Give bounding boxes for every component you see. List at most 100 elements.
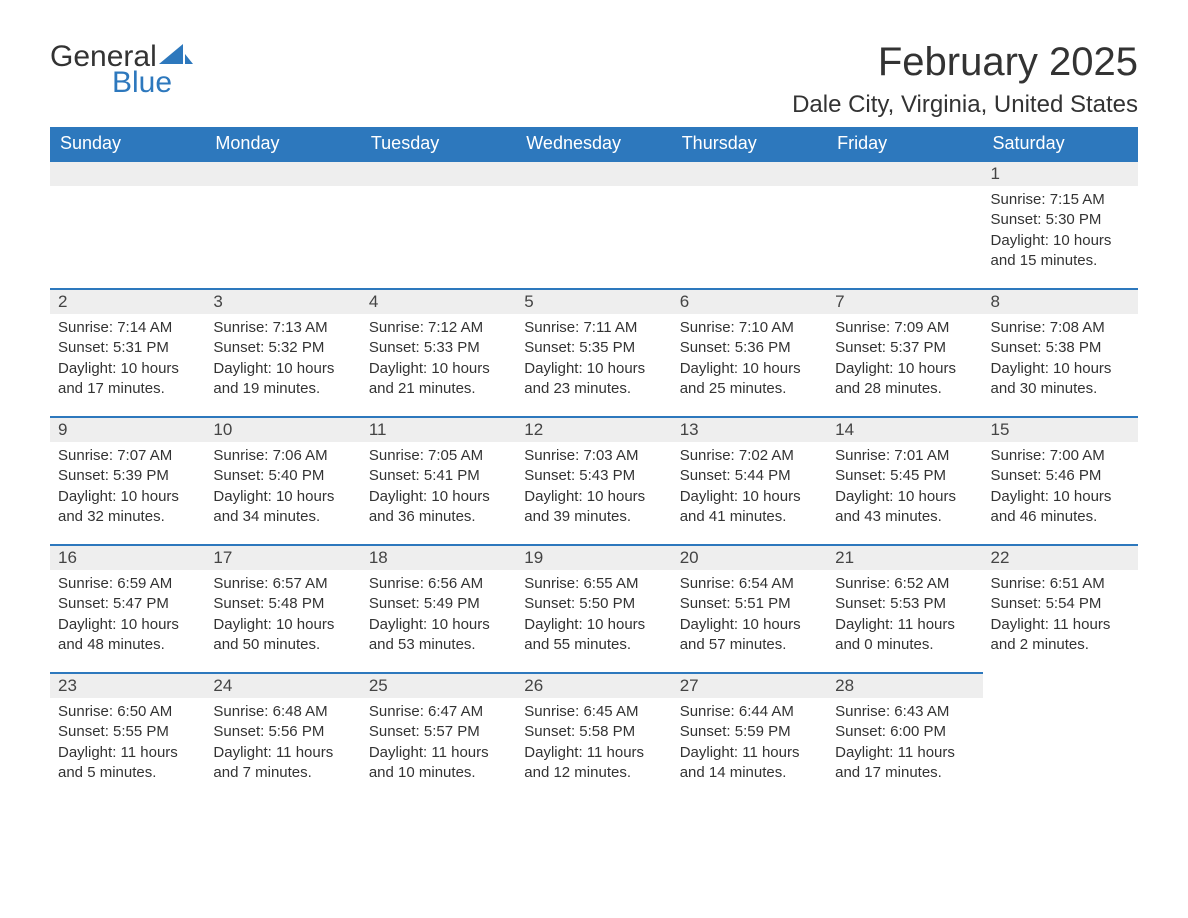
day-cell: 16Sunrise: 6:59 AMSunset: 5:47 PMDayligh… — [50, 544, 205, 672]
sunrise-text: Sunrise: 7:15 AM — [991, 190, 1130, 210]
sunrise-text: Sunrise: 6:48 AM — [213, 702, 352, 722]
day-detail: Sunrise: 7:01 AMSunset: 5:45 PMDaylight:… — [827, 442, 982, 531]
daylight-text: Daylight: 11 hours and 7 minutes. — [213, 743, 352, 784]
empty-day-bar — [361, 160, 516, 186]
day-number: 24 — [205, 672, 360, 698]
week-row: 9Sunrise: 7:07 AMSunset: 5:39 PMDaylight… — [50, 416, 1138, 544]
day-detail: Sunrise: 7:15 AMSunset: 5:30 PMDaylight:… — [983, 186, 1138, 275]
day-cell: 9Sunrise: 7:07 AMSunset: 5:39 PMDaylight… — [50, 416, 205, 544]
day-cell: 14Sunrise: 7:01 AMSunset: 5:45 PMDayligh… — [827, 416, 982, 544]
day-detail: Sunrise: 7:14 AMSunset: 5:31 PMDaylight:… — [50, 314, 205, 403]
day-number: 3 — [205, 288, 360, 314]
sunset-text: Sunset: 5:30 PM — [991, 210, 1130, 230]
day-detail: Sunrise: 6:43 AMSunset: 6:00 PMDaylight:… — [827, 698, 982, 787]
daylight-text: Daylight: 11 hours and 5 minutes. — [58, 743, 197, 784]
day-number: 19 — [516, 544, 671, 570]
day-number: 9 — [50, 416, 205, 442]
day-cell: 26Sunrise: 6:45 AMSunset: 5:58 PMDayligh… — [516, 672, 671, 800]
daylight-text: Daylight: 10 hours and 21 minutes. — [369, 359, 508, 400]
day-header: Tuesday — [361, 127, 516, 160]
day-number: 21 — [827, 544, 982, 570]
day-detail: Sunrise: 6:59 AMSunset: 5:47 PMDaylight:… — [50, 570, 205, 659]
day-detail: Sunrise: 6:48 AMSunset: 5:56 PMDaylight:… — [205, 698, 360, 787]
day-cell — [983, 672, 1138, 800]
day-detail: Sunrise: 7:12 AMSunset: 5:33 PMDaylight:… — [361, 314, 516, 403]
page-header: General Blue February 2025 Dale City, Vi… — [50, 40, 1138, 119]
logo: General Blue — [50, 40, 193, 100]
sunset-text: Sunset: 5:37 PM — [835, 338, 974, 358]
sunset-text: Sunset: 5:50 PM — [524, 594, 663, 614]
day-header: Monday — [205, 127, 360, 160]
sunset-text: Sunset: 5:39 PM — [58, 466, 197, 486]
day-detail: Sunrise: 7:10 AMSunset: 5:36 PMDaylight:… — [672, 314, 827, 403]
day-detail: Sunrise: 6:50 AMSunset: 5:55 PMDaylight:… — [50, 698, 205, 787]
sunset-text: Sunset: 5:48 PM — [213, 594, 352, 614]
day-detail: Sunrise: 6:51 AMSunset: 5:54 PMDaylight:… — [983, 570, 1138, 659]
day-cell: 23Sunrise: 6:50 AMSunset: 5:55 PMDayligh… — [50, 672, 205, 800]
day-number: 2 — [50, 288, 205, 314]
week-row: 16Sunrise: 6:59 AMSunset: 5:47 PMDayligh… — [50, 544, 1138, 672]
day-header: Sunday — [50, 127, 205, 160]
daylight-text: Daylight: 11 hours and 14 minutes. — [680, 743, 819, 784]
day-cell: 12Sunrise: 7:03 AMSunset: 5:43 PMDayligh… — [516, 416, 671, 544]
calendar-table: SundayMondayTuesdayWednesdayThursdayFrid… — [50, 127, 1138, 800]
day-cell: 1Sunrise: 7:15 AMSunset: 5:30 PMDaylight… — [983, 160, 1138, 288]
sunset-text: Sunset: 5:57 PM — [369, 722, 508, 742]
sunrise-text: Sunrise: 7:14 AM — [58, 318, 197, 338]
sunset-text: Sunset: 6:00 PM — [835, 722, 974, 742]
day-number: 15 — [983, 416, 1138, 442]
sunrise-text: Sunrise: 6:45 AM — [524, 702, 663, 722]
day-number: 26 — [516, 672, 671, 698]
day-cell — [50, 160, 205, 288]
day-cell: 27Sunrise: 6:44 AMSunset: 5:59 PMDayligh… — [672, 672, 827, 800]
sunrise-text: Sunrise: 6:56 AM — [369, 574, 508, 594]
sunset-text: Sunset: 5:40 PM — [213, 466, 352, 486]
day-detail: Sunrise: 7:08 AMSunset: 5:38 PMDaylight:… — [983, 314, 1138, 403]
day-number: 8 — [983, 288, 1138, 314]
sunset-text: Sunset: 5:51 PM — [680, 594, 819, 614]
sunset-text: Sunset: 5:44 PM — [680, 466, 819, 486]
sunset-text: Sunset: 5:35 PM — [524, 338, 663, 358]
day-cell: 6Sunrise: 7:10 AMSunset: 5:36 PMDaylight… — [672, 288, 827, 416]
day-number: 18 — [361, 544, 516, 570]
day-detail: Sunrise: 7:11 AMSunset: 5:35 PMDaylight:… — [516, 314, 671, 403]
sunset-text: Sunset: 5:59 PM — [680, 722, 819, 742]
day-number: 4 — [361, 288, 516, 314]
daylight-text: Daylight: 10 hours and 15 minutes. — [991, 231, 1130, 272]
sunset-text: Sunset: 5:53 PM — [835, 594, 974, 614]
day-detail: Sunrise: 6:45 AMSunset: 5:58 PMDaylight:… — [516, 698, 671, 787]
day-detail: Sunrise: 7:07 AMSunset: 5:39 PMDaylight:… — [50, 442, 205, 531]
sunset-text: Sunset: 5:38 PM — [991, 338, 1130, 358]
sunrise-text: Sunrise: 7:11 AM — [524, 318, 663, 338]
day-cell: 24Sunrise: 6:48 AMSunset: 5:56 PMDayligh… — [205, 672, 360, 800]
day-number: 13 — [672, 416, 827, 442]
day-cell: 13Sunrise: 7:02 AMSunset: 5:44 PMDayligh… — [672, 416, 827, 544]
daylight-text: Daylight: 10 hours and 43 minutes. — [835, 487, 974, 528]
daylight-text: Daylight: 10 hours and 50 minutes. — [213, 615, 352, 656]
sunrise-text: Sunrise: 6:55 AM — [524, 574, 663, 594]
sunset-text: Sunset: 5:36 PM — [680, 338, 819, 358]
title-block: February 2025 Dale City, Virginia, Unite… — [792, 40, 1138, 119]
daylight-text: Daylight: 10 hours and 55 minutes. — [524, 615, 663, 656]
day-detail: Sunrise: 6:47 AMSunset: 5:57 PMDaylight:… — [361, 698, 516, 787]
day-detail: Sunrise: 7:06 AMSunset: 5:40 PMDaylight:… — [205, 442, 360, 531]
sunset-text: Sunset: 5:32 PM — [213, 338, 352, 358]
empty-day-bar — [672, 160, 827, 186]
day-cell: 7Sunrise: 7:09 AMSunset: 5:37 PMDaylight… — [827, 288, 982, 416]
day-cell — [827, 160, 982, 288]
day-cell: 17Sunrise: 6:57 AMSunset: 5:48 PMDayligh… — [205, 544, 360, 672]
day-cell: 22Sunrise: 6:51 AMSunset: 5:54 PMDayligh… — [983, 544, 1138, 672]
week-row: 23Sunrise: 6:50 AMSunset: 5:55 PMDayligh… — [50, 672, 1138, 800]
day-cell: 4Sunrise: 7:12 AMSunset: 5:33 PMDaylight… — [361, 288, 516, 416]
empty-day-bar — [827, 160, 982, 186]
week-row: 2Sunrise: 7:14 AMSunset: 5:31 PMDaylight… — [50, 288, 1138, 416]
day-cell — [516, 160, 671, 288]
sunrise-text: Sunrise: 7:05 AM — [369, 446, 508, 466]
daylight-text: Daylight: 10 hours and 48 minutes. — [58, 615, 197, 656]
day-detail: Sunrise: 6:44 AMSunset: 5:59 PMDaylight:… — [672, 698, 827, 787]
day-cell: 11Sunrise: 7:05 AMSunset: 5:41 PMDayligh… — [361, 416, 516, 544]
day-cell: 5Sunrise: 7:11 AMSunset: 5:35 PMDaylight… — [516, 288, 671, 416]
day-number: 14 — [827, 416, 982, 442]
day-detail: Sunrise: 6:57 AMSunset: 5:48 PMDaylight:… — [205, 570, 360, 659]
day-header-row: SundayMondayTuesdayWednesdayThursdayFrid… — [50, 127, 1138, 160]
